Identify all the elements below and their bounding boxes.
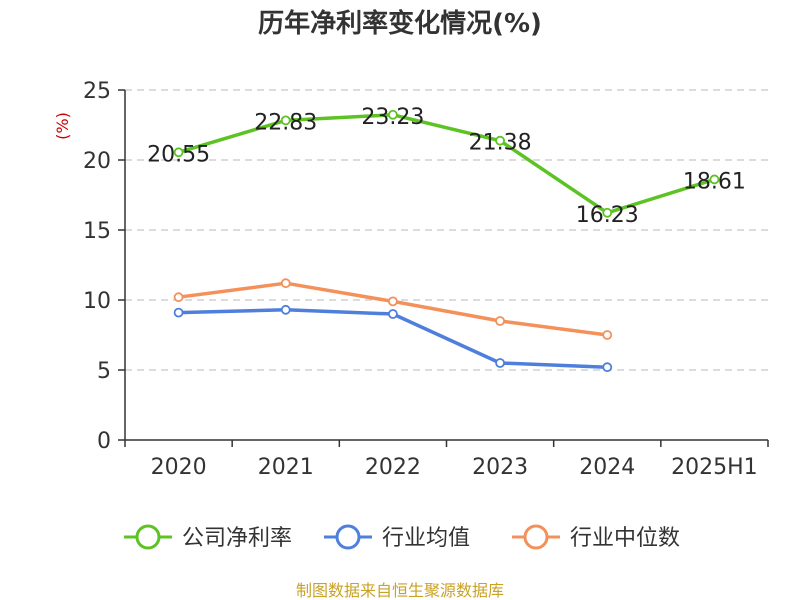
data-point [173,147,184,158]
grid [125,89,768,371]
data-label: 22.83 [254,110,317,135]
data-point [602,330,613,340]
x-tick-label: 2023 [472,455,528,480]
data-labels: 20.55 22.83 23.23 21.38 16.23 18.61 [147,105,746,228]
x-tick-label: 2022 [365,455,421,480]
chart-title: 历年净利率变化情况(%) [258,8,542,39]
data-point [280,304,291,315]
legend-swatch-marker [335,524,361,550]
data-point [495,358,505,368]
data-point [388,109,398,120]
data-source: 制图数据来自恒生聚源数据库 [296,581,504,600]
legend-swatch-marker [135,524,161,550]
data-label: 23.23 [361,105,424,130]
x-tick-label: 2024 [579,455,635,480]
legend: 公司净利率 行业均值 行业中位数 [124,524,680,551]
series-layer [173,109,720,373]
data-label: 18.61 [683,169,746,194]
data-point [495,135,505,146]
data-point [280,115,291,126]
legend-label: 行业中位数 [570,526,680,551]
y-tick-label: 5 [97,359,111,384]
data-point [388,309,398,319]
data-point [495,316,505,326]
legend-swatch-marker [523,524,549,550]
data-point [173,307,184,318]
y-tick-label: 15 [83,219,111,244]
legend-label: 行业均值 [382,526,470,551]
x-tick-label: 2020 [151,455,207,480]
data-point [173,292,184,303]
y-tick-label: 10 [83,289,111,314]
data-point [602,207,613,218]
data-point [709,174,720,185]
x-tick-label: 2021 [258,455,314,480]
y-tick-label: 0 [97,429,111,454]
data-label: 21.38 [469,131,532,156]
data-label: 20.55 [147,142,210,167]
data-label: 16.23 [576,203,639,228]
y-tick-label: 20 [83,149,111,174]
x-tick-label: 2025H1 [671,455,758,480]
axes: 0 5 10 15 20 25 2020 2021 2022 2023 2024 2025H1 [83,79,769,480]
data-point [602,362,613,373]
data-point [280,278,291,289]
y-axis-label: (%) [53,112,72,140]
y-tick-label: 25 [83,79,111,104]
series-line-1 [178,113,715,215]
legend-label: 公司净利率 [182,526,292,551]
data-point [388,296,398,307]
